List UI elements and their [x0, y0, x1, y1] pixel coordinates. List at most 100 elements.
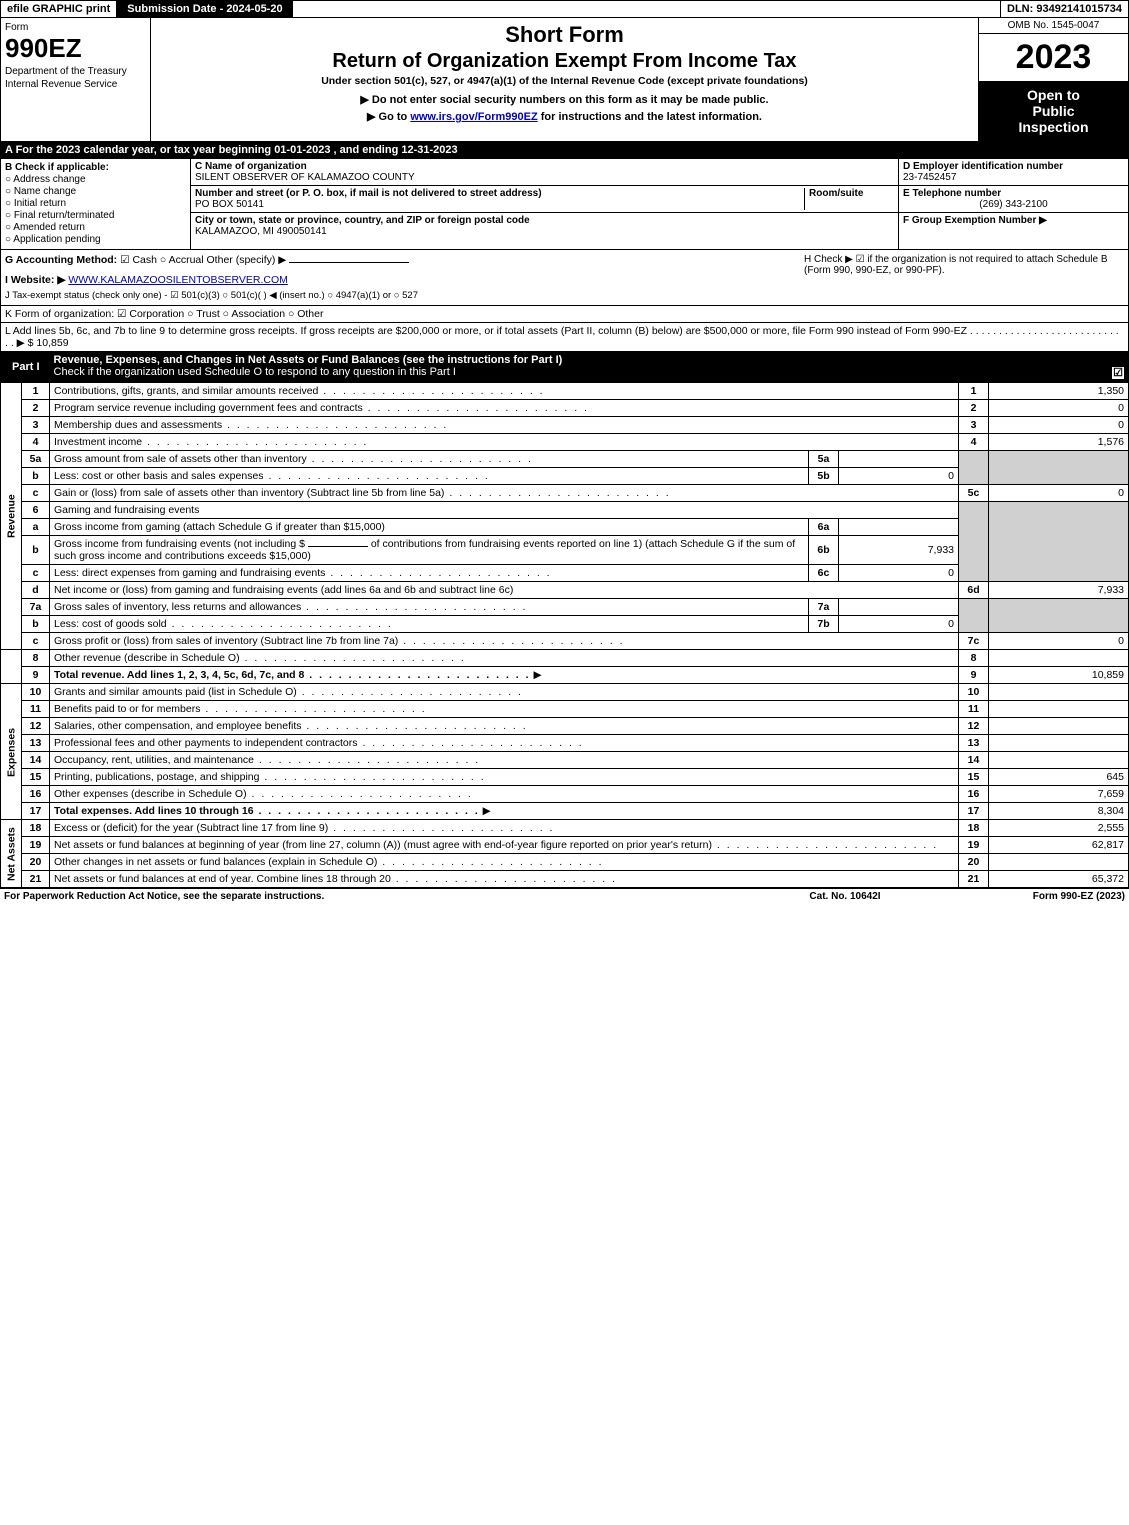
l9-ln: 9 [959, 667, 989, 684]
city-label: City or town, state or province, country… [195, 215, 530, 226]
l6c-num: c [22, 565, 50, 582]
l19-ln: 19 [959, 837, 989, 854]
row-org-name: C Name of organization SILENT OBSERVER O… [191, 159, 898, 186]
l6d-ln: 6d [959, 582, 989, 599]
l6-text: Gaming and fundraising events [50, 502, 959, 519]
row-15: 15 Printing, publications, postage, and … [1, 769, 1129, 786]
l21-amt: 65,372 [989, 871, 1129, 888]
l5a-text: Gross amount from sale of assets other t… [50, 451, 809, 468]
street-value: PO BOX 50141 [195, 199, 804, 210]
l2-text: Program service revenue including govern… [50, 400, 959, 417]
row-20: 20 Other changes in net assets or fund b… [1, 854, 1129, 871]
col-c-org: C Name of organization SILENT OBSERVER O… [191, 159, 898, 249]
l6-shade-amt [989, 502, 1129, 582]
l6d-num: d [22, 582, 50, 599]
l6b-subamt: 7,933 [839, 536, 959, 565]
irs-link[interactable]: www.irs.gov/Form990EZ [410, 111, 537, 123]
row-ein: D Employer identification number 23-7452… [899, 159, 1128, 186]
l7c-text: Gross profit or (loss) from sales of inv… [50, 633, 959, 650]
row-street: Number and street (or P. O. box, if mail… [191, 186, 898, 213]
ein-label: D Employer identification number [903, 161, 1124, 172]
top-bar: efile GRAPHIC print Submission Date - 20… [0, 0, 1129, 18]
row-8: 8 Other revenue (describe in Schedule O)… [1, 650, 1129, 667]
g-label: G Accounting Method: [5, 254, 117, 266]
l7-shade [959, 599, 989, 633]
l13-ln: 13 [959, 735, 989, 752]
part1-header: Part I Revenue, Expenses, and Changes in… [0, 352, 1129, 382]
l19-text: Net assets or fund balances at beginning… [50, 837, 959, 854]
l5c-text: Gain or (loss) from sale of assets other… [50, 485, 959, 502]
chk-amended-return[interactable]: Amended return [5, 222, 186, 233]
website-label: I Website: ▶ [5, 274, 65, 286]
note-goto-pre: ▶ Go to [367, 111, 410, 123]
part1-checkbox[interactable]: ☑ [1111, 366, 1125, 380]
chk-name-change[interactable]: Name change [5, 186, 186, 197]
b-header: B Check if applicable: [5, 162, 186, 173]
part1-label: Part I [4, 359, 48, 375]
l17-num: 17 [22, 803, 50, 820]
chk-address-change[interactable]: Address change [5, 174, 186, 185]
l6a-subamt [839, 519, 959, 536]
l8-amt [989, 650, 1129, 667]
form-number: 990EZ [5, 33, 146, 64]
chk-cash[interactable]: Cash [120, 254, 157, 266]
l3-text: Membership dues and assessments [50, 417, 959, 434]
row-1: Revenue 1 Contributions, gifts, grants, … [1, 383, 1129, 400]
l7-shade-amt [989, 599, 1129, 633]
row-5c: c Gain or (loss) from sale of assets oth… [1, 485, 1129, 502]
l4-ln: 4 [959, 434, 989, 451]
l6a-num: a [22, 519, 50, 536]
l6b-text: Gross income from fundraising events (no… [50, 536, 809, 565]
l21-text: Net assets or fund balances at end of ye… [50, 871, 959, 888]
org-name-value: SILENT OBSERVER OF KALAMAZOO COUNTY [195, 172, 894, 183]
footer-catno: Cat. No. 10642I [745, 891, 945, 902]
l7a-text: Gross sales of inventory, less returns a… [50, 599, 809, 616]
l5b-num: b [22, 468, 50, 485]
section-a-taxyear: A For the 2023 calendar year, or tax yea… [0, 142, 1129, 159]
note-goto: ▶ Go to www.irs.gov/Form990EZ for instru… [157, 110, 972, 123]
form-header: Form 990EZ Department of the Treasury In… [0, 18, 1129, 142]
row-7a: 7a Gross sales of inventory, less return… [1, 599, 1129, 616]
header-right: OMB No. 1545-0047 2023 Open to Public In… [978, 18, 1128, 141]
chk-final-return[interactable]: Final return/terminated [5, 210, 186, 221]
header-left: Form 990EZ Department of the Treasury In… [1, 18, 151, 141]
website-link[interactable]: WWW.KALAMAZOOSILENTOBSERVER.COM [68, 274, 288, 286]
l10-amt [989, 684, 1129, 701]
chk-application-pending[interactable]: Application pending [5, 234, 186, 245]
sidebar-netassets: Net Assets [1, 820, 22, 888]
org-name-label: C Name of organization [195, 161, 894, 172]
l11-text: Benefits paid to or for members [50, 701, 959, 718]
l18-ln: 18 [959, 820, 989, 837]
l4-text: Investment income [50, 434, 959, 451]
note-ssn: ▶ Do not enter social security numbers o… [157, 93, 972, 106]
l16-ln: 16 [959, 786, 989, 803]
l15-ln: 15 [959, 769, 989, 786]
l5c-num: c [22, 485, 50, 502]
g-other-input[interactable] [289, 262, 409, 263]
ein-value: 23-7452457 [903, 172, 1124, 183]
l16-num: 16 [22, 786, 50, 803]
l17-amt: 8,304 [989, 803, 1129, 820]
chk-initial-return[interactable]: Initial return [5, 198, 186, 209]
l5a-subamt [839, 451, 959, 468]
l21-ln: 21 [959, 871, 989, 888]
part1-check-text: Check if the organization used Schedule … [54, 366, 456, 378]
row-10: Expenses 10 Grants and similar amounts p… [1, 684, 1129, 701]
l6c-text: Less: direct expenses from gaming and fu… [50, 565, 809, 582]
row-12: 12 Salaries, other compensation, and emp… [1, 718, 1129, 735]
l8-num: 8 [22, 650, 50, 667]
header-mid: Short Form Return of Organization Exempt… [151, 18, 978, 141]
dept-irs: Internal Revenue Service [5, 79, 146, 90]
chk-accrual[interactable]: Accrual [160, 254, 204, 266]
row-7c: c Gross profit or (loss) from sales of i… [1, 633, 1129, 650]
l20-text: Other changes in net assets or fund bala… [50, 854, 959, 871]
l21-num: 21 [22, 871, 50, 888]
tel-label: E Telephone number [903, 188, 1124, 199]
l18-num: 18 [22, 820, 50, 837]
l20-amt [989, 854, 1129, 871]
l-gross-receipts: L Add lines 5b, 6c, and 7b to line 9 to … [0, 323, 1129, 352]
l5b-subamt: 0 [839, 468, 959, 485]
l20-ln: 20 [959, 854, 989, 871]
page-footer: For Paperwork Reduction Act Notice, see … [0, 888, 1129, 904]
tax-exempt-status: J Tax-exempt status (check only one) - ☑… [5, 290, 804, 301]
